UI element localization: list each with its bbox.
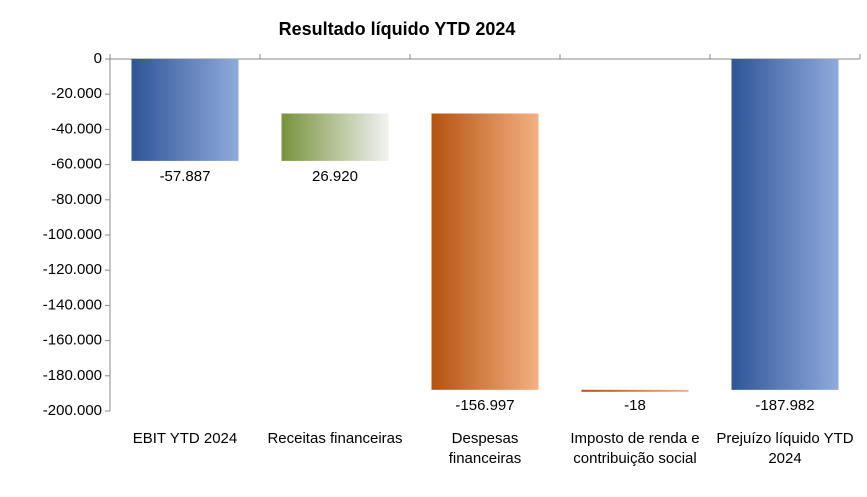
value-label: 26.920 — [312, 168, 358, 185]
y-tick-label: -180.000 — [43, 367, 102, 384]
x-tick-label: Imposto de renda e contribuição social — [570, 430, 700, 467]
chart-title: Resultado líquido YTD 2024 — [279, 19, 516, 39]
y-tick-label: -40.000 — [51, 120, 102, 137]
value-label: -18 — [624, 397, 646, 414]
y-tick-label: -60.000 — [51, 156, 102, 173]
y-tick-label: 0 — [94, 50, 102, 67]
y-tick-label: -200.000 — [43, 402, 102, 419]
bar — [131, 59, 239, 161]
y-tick-label: -120.000 — [43, 261, 102, 278]
y-tick-label: -80.000 — [51, 191, 102, 208]
bar — [581, 389, 689, 392]
y-tick-label: -100.000 — [43, 226, 102, 243]
x-tick-label: Prejuízo líquido YTD 2024 — [716, 430, 854, 467]
x-tick-label: Despesas financeiras — [448, 430, 522, 467]
y-tick-label: -20.000 — [51, 85, 102, 102]
value-label: -57.887 — [160, 168, 211, 185]
bar — [431, 113, 539, 390]
bar — [731, 59, 839, 390]
y-tick-label: -140.000 — [43, 296, 102, 313]
bar — [281, 113, 389, 161]
value-label: -187.982 — [755, 397, 814, 414]
x-tick-label: EBIT YTD 2024 — [132, 430, 238, 447]
value-label: -156.997 — [455, 397, 514, 414]
y-tick-label: -160.000 — [43, 332, 102, 349]
x-tick-label: Receitas financeiras — [267, 430, 403, 447]
